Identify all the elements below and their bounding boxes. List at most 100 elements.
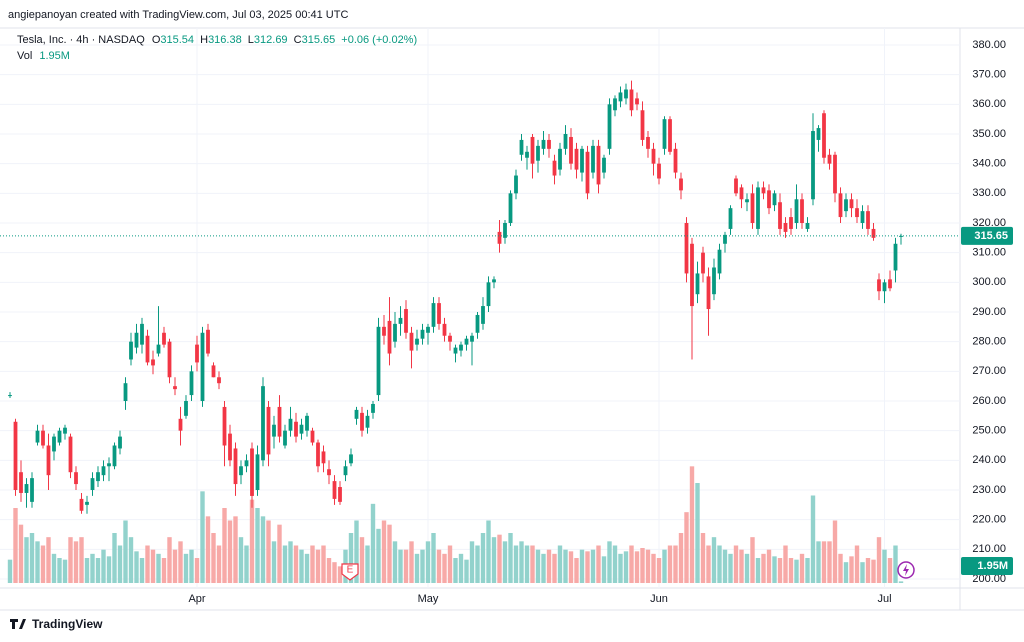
volume-bar xyxy=(238,537,244,583)
candle-body xyxy=(849,199,854,209)
volume-bar xyxy=(46,537,51,583)
candle-body xyxy=(706,276,711,310)
alert-icon[interactable] xyxy=(897,561,915,579)
volume-bar xyxy=(816,541,821,583)
volume-bar xyxy=(222,508,227,583)
candle-body xyxy=(607,104,612,149)
y-tick-label: 210.00 xyxy=(972,543,1006,555)
y-tick-label: 260.00 xyxy=(972,395,1006,407)
candle-body xyxy=(882,282,887,292)
candle-body xyxy=(338,487,342,502)
volume-bar xyxy=(57,558,62,583)
candle-body xyxy=(255,454,260,490)
candle-body xyxy=(679,178,683,191)
volume-legend: Vol 1.95M xyxy=(17,50,70,62)
candle-body xyxy=(640,110,645,140)
last-price-label: 315.65 xyxy=(974,230,1008,242)
volume-bar xyxy=(348,533,354,583)
open-value: 315.54 xyxy=(160,34,194,46)
volume-bar xyxy=(563,549,568,583)
candle-body xyxy=(8,395,12,397)
brand-name[interactable]: TradingView xyxy=(32,617,103,631)
volume-bar xyxy=(755,558,761,583)
candle-body xyxy=(613,98,617,111)
volume-bar xyxy=(486,520,491,583)
candle-body xyxy=(789,217,793,229)
y-tick-label: 250.00 xyxy=(972,425,1006,437)
volume-bar xyxy=(739,549,744,583)
candle-body xyxy=(437,303,441,324)
candle-body xyxy=(503,223,507,238)
volume-bar xyxy=(277,524,282,583)
volume-bar xyxy=(139,558,145,583)
volume-bar xyxy=(172,549,178,583)
volume-bar xyxy=(777,558,783,583)
volume-bar xyxy=(420,549,425,583)
candle-body xyxy=(30,478,34,502)
candle-body xyxy=(618,92,623,102)
volume-bar xyxy=(332,562,337,583)
candle-body xyxy=(173,386,177,390)
volume-bar xyxy=(491,537,497,583)
candle-body xyxy=(596,145,601,185)
candle-body xyxy=(244,460,249,467)
candle-body xyxy=(442,323,447,336)
candle-body xyxy=(866,211,870,229)
volume-bar xyxy=(161,558,167,583)
volume-bar xyxy=(590,549,596,583)
candle-body xyxy=(563,134,568,149)
candle-body xyxy=(844,199,848,212)
candle-body xyxy=(486,282,491,307)
high-label: H xyxy=(200,34,208,46)
candle-body xyxy=(745,199,749,203)
volume-bar xyxy=(271,541,277,583)
candle-body xyxy=(382,326,386,336)
candle-body xyxy=(750,193,755,223)
candle-body xyxy=(360,412,364,431)
candle-body xyxy=(184,401,188,416)
candle-body xyxy=(662,119,667,149)
volume-bar xyxy=(535,549,541,583)
volume-bar xyxy=(541,553,546,583)
volume-bar xyxy=(205,516,211,583)
candle-body xyxy=(701,252,705,274)
candle-body xyxy=(519,139,524,155)
candle-body xyxy=(464,338,469,345)
candle-body xyxy=(783,223,788,232)
volume-bar xyxy=(651,553,656,583)
candle-body xyxy=(547,139,551,149)
candle-body xyxy=(420,329,425,339)
volume-bar xyxy=(838,553,843,583)
volume-bar xyxy=(876,537,882,583)
candle-body xyxy=(398,317,403,324)
volume-bar xyxy=(409,541,414,583)
volume-bar xyxy=(101,549,106,583)
candle-body xyxy=(530,136,535,164)
candle-body xyxy=(74,472,78,485)
candle-body xyxy=(228,433,232,461)
volume-bar xyxy=(436,549,442,583)
candle-body xyxy=(794,199,799,223)
volume-bar xyxy=(772,556,777,583)
volume-bar xyxy=(546,549,552,583)
volume-bar xyxy=(695,483,700,583)
open-label: O xyxy=(152,34,161,46)
volume-bar xyxy=(728,553,733,583)
candle-body xyxy=(723,234,727,244)
candle-body xyxy=(393,323,397,342)
candle-body xyxy=(13,421,18,490)
volume-bar xyxy=(618,553,623,583)
candle-body xyxy=(426,326,430,333)
volume-bar xyxy=(216,545,222,583)
x-tick-label: Apr xyxy=(188,593,205,605)
candle-body xyxy=(79,498,84,511)
last-price-box xyxy=(961,226,1013,245)
volume-bar xyxy=(84,558,90,583)
candle-body xyxy=(107,463,111,467)
brand[interactable]: TradingView xyxy=(10,617,103,631)
volume-bar xyxy=(68,537,73,583)
candle-body xyxy=(371,403,375,413)
candle-body xyxy=(838,193,843,218)
candle-body xyxy=(552,160,557,176)
